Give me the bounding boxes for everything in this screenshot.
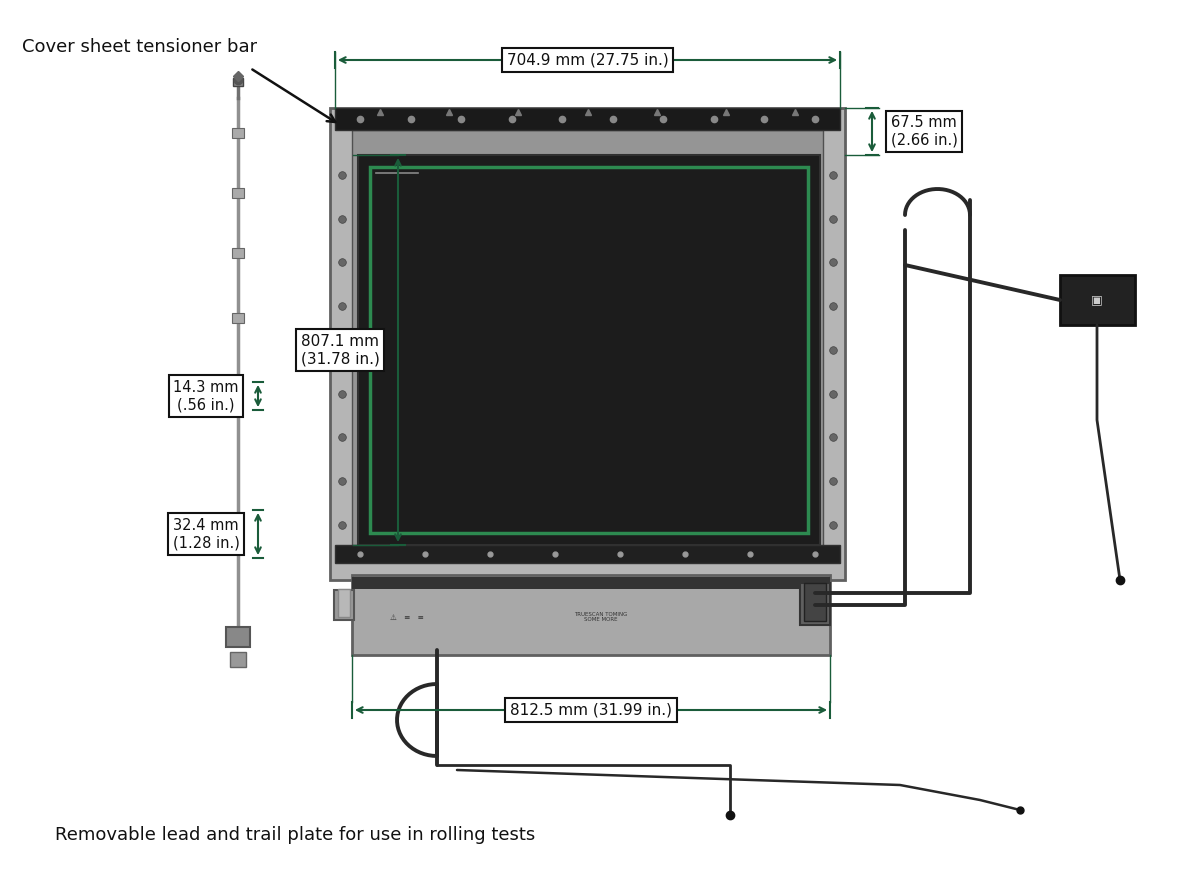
Text: 812.5 mm (31.99 in.): 812.5 mm (31.99 in.) xyxy=(510,703,672,718)
Bar xyxy=(335,545,840,563)
Bar xyxy=(334,590,354,620)
Text: TRUESCAN TOMING
SOME MORE: TRUESCAN TOMING SOME MORE xyxy=(575,611,628,623)
Bar xyxy=(330,108,845,580)
Bar xyxy=(232,188,244,198)
Bar xyxy=(352,130,823,562)
Bar xyxy=(230,652,246,667)
Bar xyxy=(370,167,808,533)
Bar xyxy=(800,583,830,625)
Bar xyxy=(1060,275,1135,325)
Bar xyxy=(358,155,820,545)
Text: 807.1 mm
(31.78 in.): 807.1 mm (31.78 in.) xyxy=(300,334,379,366)
Text: ▣: ▣ xyxy=(1091,294,1103,306)
Bar xyxy=(804,583,826,621)
Bar xyxy=(338,589,350,617)
Text: 32.4 mm
(1.28 in.): 32.4 mm (1.28 in.) xyxy=(173,518,240,550)
Bar xyxy=(352,575,830,655)
Bar xyxy=(335,108,840,130)
Text: 704.9 mm (27.75 in.): 704.9 mm (27.75 in.) xyxy=(506,52,668,67)
Text: ⚠   ≡   ≡: ⚠ ≡ ≡ xyxy=(390,612,424,622)
Text: Cover sheet tensioner bar: Cover sheet tensioner bar xyxy=(22,38,257,56)
Text: Removable lead and trail plate for use in rolling tests: Removable lead and trail plate for use i… xyxy=(55,826,535,844)
Bar xyxy=(232,313,244,323)
Text: 14.3 mm
(.56 in.): 14.3 mm (.56 in.) xyxy=(173,380,239,412)
Bar xyxy=(232,248,244,258)
Text: 67.5 mm
(2.66 in.): 67.5 mm (2.66 in.) xyxy=(890,115,958,147)
Bar xyxy=(226,627,250,647)
Bar xyxy=(233,78,242,86)
Bar xyxy=(352,577,830,589)
Bar xyxy=(232,128,244,138)
